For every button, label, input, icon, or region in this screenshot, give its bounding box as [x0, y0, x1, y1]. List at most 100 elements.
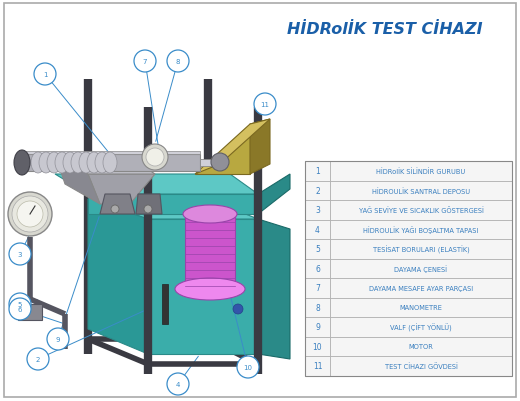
FancyBboxPatch shape — [305, 259, 330, 278]
Text: 10: 10 — [313, 342, 322, 351]
Circle shape — [47, 328, 69, 350]
Polygon shape — [55, 155, 100, 205]
Text: 3: 3 — [18, 251, 22, 257]
Text: 1: 1 — [315, 167, 320, 176]
Circle shape — [233, 304, 243, 314]
Text: 11: 11 — [313, 361, 322, 371]
Polygon shape — [200, 160, 215, 166]
Text: 3: 3 — [315, 206, 320, 215]
Polygon shape — [195, 120, 270, 174]
FancyBboxPatch shape — [305, 239, 330, 259]
Text: HİDROULİK YAĞI BOŞALTMA TAPASI: HİDROULİK YAĞI BOŞALTMA TAPASI — [363, 226, 478, 234]
Circle shape — [8, 192, 52, 237]
Circle shape — [9, 298, 31, 320]
Circle shape — [134, 51, 156, 73]
Ellipse shape — [71, 153, 85, 174]
Ellipse shape — [87, 153, 101, 174]
Circle shape — [167, 51, 189, 73]
Text: 10: 10 — [243, 364, 253, 370]
Ellipse shape — [39, 153, 53, 174]
FancyBboxPatch shape — [305, 317, 330, 337]
Polygon shape — [88, 194, 258, 215]
FancyBboxPatch shape — [305, 220, 330, 239]
Polygon shape — [250, 120, 270, 174]
Circle shape — [167, 373, 189, 395]
Circle shape — [17, 201, 43, 227]
Text: 11: 11 — [261, 102, 269, 108]
FancyBboxPatch shape — [305, 200, 330, 220]
Ellipse shape — [31, 153, 45, 174]
Text: 8: 8 — [176, 59, 180, 65]
Text: 8: 8 — [315, 303, 320, 312]
Polygon shape — [88, 200, 258, 219]
FancyBboxPatch shape — [305, 181, 330, 200]
FancyBboxPatch shape — [330, 220, 512, 239]
FancyBboxPatch shape — [330, 239, 512, 259]
Polygon shape — [258, 174, 290, 215]
FancyBboxPatch shape — [305, 298, 330, 317]
Text: TEST CİHAZI GÖVDESİ: TEST CİHAZI GÖVDESİ — [385, 363, 458, 369]
Circle shape — [34, 64, 56, 86]
Text: 4: 4 — [315, 225, 320, 234]
Text: MANOMETRE: MANOMETRE — [399, 304, 443, 310]
Polygon shape — [148, 219, 258, 354]
FancyBboxPatch shape — [330, 317, 512, 337]
FancyBboxPatch shape — [330, 162, 512, 181]
Text: 4: 4 — [176, 381, 180, 387]
Ellipse shape — [47, 153, 61, 174]
Text: VALF (ÇİFT YÖNLÜ): VALF (ÇİFT YÖNLÜ) — [390, 323, 452, 331]
Ellipse shape — [183, 205, 237, 223]
Text: 9: 9 — [315, 322, 320, 331]
Text: HİDRolİK TEST CİHAZI: HİDRolİK TEST CİHAZI — [287, 22, 483, 37]
FancyBboxPatch shape — [330, 259, 512, 278]
Polygon shape — [100, 194, 135, 215]
Text: TESİSAT BORULARI (ELASTİK): TESİSAT BORULARI (ELASTİK) — [373, 245, 470, 253]
Polygon shape — [136, 194, 162, 215]
Circle shape — [27, 348, 49, 370]
Circle shape — [237, 356, 259, 378]
Polygon shape — [55, 155, 155, 174]
Ellipse shape — [63, 153, 77, 174]
Ellipse shape — [103, 153, 117, 174]
Ellipse shape — [95, 153, 109, 174]
Text: 5: 5 — [18, 301, 22, 307]
Text: DAYAMA ÇENESİ: DAYAMA ÇENESİ — [395, 265, 448, 273]
Circle shape — [142, 145, 168, 170]
Polygon shape — [22, 152, 200, 155]
Polygon shape — [88, 174, 155, 205]
Text: HİDROULİK SANTRAL DEPOSU: HİDROULİK SANTRAL DEPOSU — [372, 187, 470, 194]
Circle shape — [9, 243, 31, 265]
Text: YAĞ SEVİYE VE SICAKLIK GÖSTERGESİ: YAĞ SEVİYE VE SICAKLIK GÖSTERGESİ — [359, 207, 484, 214]
FancyBboxPatch shape — [330, 278, 512, 298]
FancyBboxPatch shape — [305, 278, 330, 298]
FancyBboxPatch shape — [330, 200, 512, 220]
Text: 7: 7 — [143, 59, 147, 65]
Ellipse shape — [175, 278, 245, 300]
FancyBboxPatch shape — [330, 298, 512, 317]
Ellipse shape — [55, 153, 69, 174]
FancyBboxPatch shape — [305, 356, 330, 376]
Polygon shape — [22, 155, 200, 172]
Polygon shape — [258, 219, 290, 359]
Text: 7: 7 — [315, 284, 320, 292]
Polygon shape — [185, 215, 235, 289]
Ellipse shape — [14, 151, 30, 176]
Text: 6: 6 — [18, 306, 22, 312]
FancyBboxPatch shape — [330, 356, 512, 376]
Polygon shape — [88, 200, 148, 354]
Polygon shape — [195, 125, 250, 174]
FancyBboxPatch shape — [162, 284, 168, 324]
Text: 2: 2 — [36, 356, 40, 362]
Text: 1: 1 — [43, 72, 47, 78]
Text: 6: 6 — [315, 264, 320, 273]
Text: HİDRolİK SİLİNDİR GURUBU: HİDRolİK SİLİNDİR GURUBU — [376, 168, 465, 175]
Circle shape — [9, 293, 31, 315]
Circle shape — [144, 205, 152, 213]
Circle shape — [12, 196, 48, 233]
Circle shape — [146, 149, 164, 166]
Text: DAYAMA MESAFE AYAR PARÇASI: DAYAMA MESAFE AYAR PARÇASI — [369, 285, 473, 291]
Ellipse shape — [211, 154, 229, 172]
FancyBboxPatch shape — [330, 181, 512, 200]
Text: 9: 9 — [56, 336, 60, 342]
Polygon shape — [55, 174, 258, 194]
